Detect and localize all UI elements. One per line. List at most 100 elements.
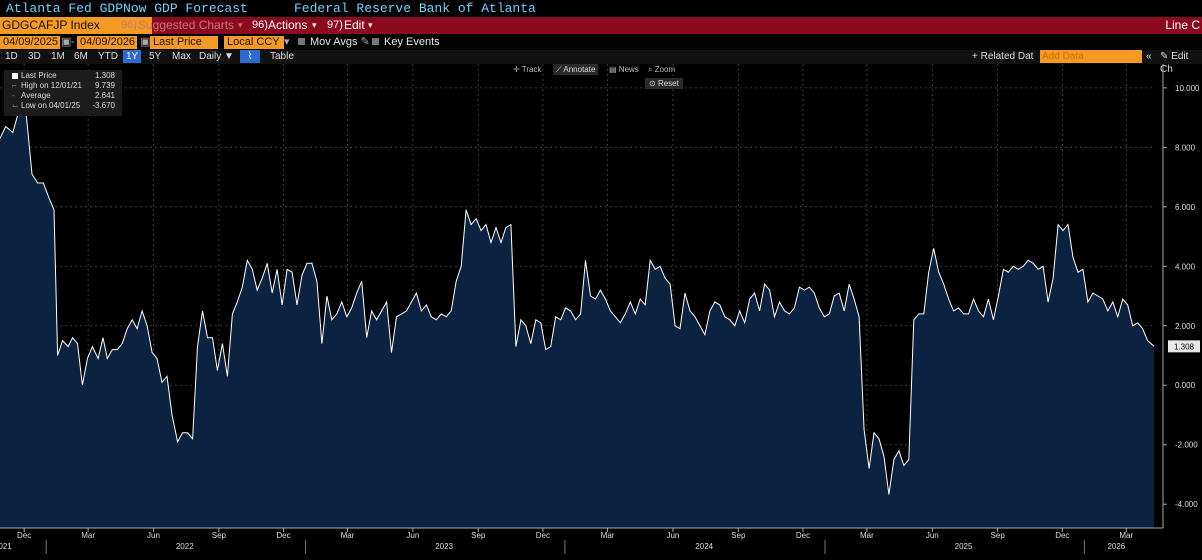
x-tick-label: Sep [731, 531, 746, 540]
actions-dropdown-icon[interactable]: ▾ [312, 20, 317, 30]
chart-title: Atlanta Fed GDPNow GDP Forecast [6, 1, 248, 16]
chart-area[interactable]: Dec Mar Jun Sep Dec Mar Jun Sep Dec Mar Jun Sep Dec M… [0, 64, 1202, 555]
legend-name: Last Price [21, 71, 57, 80]
legend-name: Average [21, 91, 51, 100]
legend-value: 1.308 [94, 71, 115, 80]
legend-value: 9.739 [94, 81, 115, 90]
x-tick-label: Dec [1055, 531, 1069, 540]
y-tick-label: 0.000 [1175, 381, 1196, 390]
line-chart-icon[interactable]: ⌇ [240, 50, 260, 63]
edit-dropdown-icon[interactable]: ▾ [368, 20, 373, 30]
mov-avgs-toggle[interactable]: Mov Avgs ✎ [298, 36, 370, 49]
zoom-button[interactable]: ⌕ Zoom [648, 64, 675, 75]
frequency-label: Daily [199, 51, 222, 62]
range-6m[interactable]: 6M [74, 51, 88, 62]
edit-chart-button[interactable]: ✎ Edit Ch [1160, 50, 1202, 75]
calendar-icon[interactable]: ▣ [140, 36, 151, 48]
track-button[interactable]: ✛ Track [513, 64, 541, 75]
reset-icon: ⊙ [649, 79, 656, 88]
reset-label: Reset [657, 79, 679, 88]
x-tick-label: Jun [926, 531, 939, 540]
x-tick-label: Dec [796, 531, 810, 540]
start-date-input[interactable]: 04/09/2025 [0, 36, 60, 49]
edit-button[interactable]: Edit [344, 18, 365, 32]
related-data-button[interactable]: + Related Dat [972, 51, 1034, 62]
reset-button[interactable]: ⊙ Reset [645, 78, 683, 89]
legend-value: -3.670 [92, 101, 115, 110]
track-label: Track [521, 65, 542, 74]
title-bar: Atlanta Fed GDPNow GDP Forecast Federal … [0, 0, 1202, 17]
legend-item: Last Price 1.308 [4, 71, 118, 81]
actions-number: 96) [252, 19, 268, 31]
series-line [0, 96, 1155, 495]
range-1y[interactable]: 1Y [123, 50, 142, 63]
end-date-input[interactable]: 04/09/2026 [77, 36, 137, 49]
date-toolbar: 04/09/2025 ▣ - 04/09/2026 ▣ Last Price L… [0, 36, 1202, 50]
y-tick-label: -4.000 [1175, 500, 1198, 509]
checkbox-icon [372, 38, 379, 45]
range-ytd[interactable]: YTD [98, 51, 118, 62]
date-separator: - [71, 36, 75, 48]
actions-button[interactable]: Actions [268, 18, 308, 32]
frequency-select[interactable]: Daily ▼ [199, 50, 234, 63]
suggested-dropdown-icon[interactable]: ▾ [238, 20, 243, 30]
x-year-label: 2025 [955, 542, 973, 551]
chart-svg[interactable]: Dec Mar Jun Sep Dec Mar Jun Sep Dec Mar Jun Sep Dec M… [0, 64, 1202, 555]
range-3d[interactable]: 3D [28, 51, 41, 62]
last-value-label: 1.308 [1174, 342, 1195, 351]
annotate-button[interactable]: ⟋ Annotate [553, 64, 599, 75]
x-tick-label: Jun [406, 531, 419, 540]
range-1d[interactable]: 1D [5, 51, 18, 62]
news-button[interactable]: ▤ News [609, 64, 639, 75]
x-tick-label: Mar [341, 531, 355, 540]
range-1m[interactable]: 1M [51, 51, 65, 62]
legend-name: Low on 04/01/25 [21, 101, 81, 110]
chevron-down-icon: ▼ [224, 51, 234, 62]
x-year-label: 2021 [0, 542, 12, 551]
pencil-icon: ✎ [1160, 51, 1169, 62]
field-select[interactable]: Last Price [150, 36, 218, 49]
key-events-label: Key Events [384, 36, 440, 48]
range-5y[interactable]: 5Y [149, 51, 162, 62]
high-marker-icon: ⌐ [12, 81, 17, 90]
add-data-input[interactable]: Add Data [1040, 50, 1142, 63]
range-max[interactable]: Max [172, 51, 191, 62]
y-tick-label: 6.000 [1175, 203, 1196, 212]
pencil-icon[interactable]: ✎ [360, 36, 370, 48]
x-tick-label: Mar [601, 531, 615, 540]
zoom-label: Zoom [654, 65, 676, 74]
legend-value: 2.641 [94, 91, 115, 100]
table-button[interactable]: Table [270, 51, 294, 62]
currency-select[interactable]: Local CCY [224, 36, 284, 49]
calendar-icon[interactable]: ▣ [61, 36, 72, 48]
source-label: Federal Reserve Bank of Atlanta [294, 1, 536, 16]
ticker-field[interactable]: GDGCAFJP Index [0, 17, 152, 34]
average-marker-icon: - [12, 91, 15, 100]
range-toolbar: 1D 3D 1M 6M YTD 1Y 5Y Max Daily ▼ ⌇ Tabl… [0, 50, 1202, 75]
x-tick-label: Sep [991, 531, 1006, 540]
currency-dropdown-icon[interactable]: ▾ [284, 36, 290, 48]
annotate-label: Annotate [563, 65, 596, 74]
x-tick-label: Sep [471, 531, 486, 540]
x-tick-label: Mar [81, 531, 95, 540]
legend-swatch [12, 73, 18, 79]
news-label: News [618, 65, 639, 74]
x-tick-label: Jun [666, 531, 679, 540]
x-tick-label: Mar [1119, 531, 1133, 540]
collapse-icon[interactable]: « [1146, 51, 1152, 62]
x-tick-label: Mar [860, 531, 874, 540]
x-tick-label: Dec [276, 531, 290, 540]
low-marker-icon: ⌙ [12, 101, 19, 110]
x-year-label: 2026 [1107, 542, 1125, 551]
y-tick-label: -2.000 [1175, 441, 1198, 450]
news-icon: ▤ [609, 65, 617, 74]
checkbox-icon [298, 38, 305, 45]
key-events-toggle[interactable]: Key Events [372, 36, 440, 49]
legend-item: ⌐ High on 12/01/21 9.739 [4, 81, 118, 91]
zoom-icon: ⌕ [648, 65, 653, 74]
suggested-charts-button[interactable]: Suggested Charts [138, 18, 235, 32]
y-tick-label: 2.000 [1175, 322, 1196, 331]
annotate-icon: ⟋ [556, 65, 562, 74]
x-tick-label: Jun [147, 531, 160, 540]
x-axis: Dec Mar Jun Sep Dec Mar Jun Sep Dec Mar Jun Sep Dec M… [0, 527, 1163, 554]
